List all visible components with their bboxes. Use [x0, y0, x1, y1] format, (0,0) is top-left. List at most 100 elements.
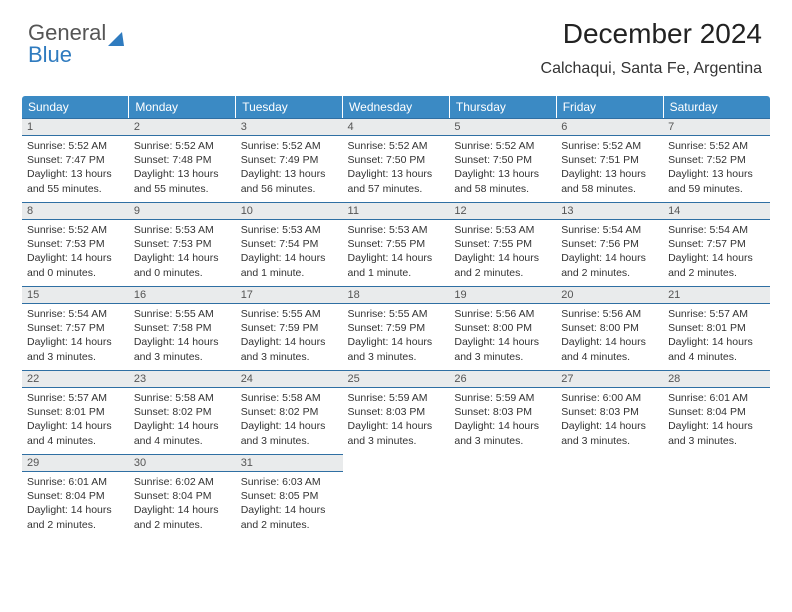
calendar-day-cell: 30Sunrise: 6:02 AMSunset: 8:04 PMDayligh…: [129, 454, 236, 538]
calendar-day-cell: 20Sunrise: 5:56 AMSunset: 8:00 PMDayligh…: [556, 286, 663, 370]
calendar-week-row: 8Sunrise: 5:52 AMSunset: 7:53 PMDaylight…: [22, 202, 770, 286]
day-details: Sunrise: 5:54 AMSunset: 7:57 PMDaylight:…: [22, 304, 129, 369]
day-details: Sunrise: 5:52 AMSunset: 7:47 PMDaylight:…: [22, 136, 129, 201]
day-details: Sunrise: 5:52 AMSunset: 7:50 PMDaylight:…: [343, 136, 450, 201]
calendar-day-cell: 4Sunrise: 5:52 AMSunset: 7:50 PMDaylight…: [343, 118, 450, 202]
day-number: 5: [449, 118, 556, 136]
calendar-body: 1Sunrise: 5:52 AMSunset: 7:47 PMDaylight…: [22, 118, 770, 538]
brand-logo: General Blue: [28, 20, 124, 68]
day-number: 15: [22, 286, 129, 304]
brand-part2: Blue: [28, 42, 72, 68]
weekday-header: Friday: [556, 96, 663, 118]
day-details: Sunrise: 5:58 AMSunset: 8:02 PMDaylight:…: [129, 388, 236, 453]
day-details: Sunrise: 6:03 AMSunset: 8:05 PMDaylight:…: [236, 472, 343, 537]
day-details: Sunrise: 5:58 AMSunset: 8:02 PMDaylight:…: [236, 388, 343, 453]
day-number: 24: [236, 370, 343, 388]
calendar-day-cell: 19Sunrise: 5:56 AMSunset: 8:00 PMDayligh…: [449, 286, 556, 370]
day-details: Sunrise: 5:52 AMSunset: 7:48 PMDaylight:…: [129, 136, 236, 201]
day-number: 18: [343, 286, 450, 304]
day-details: Sunrise: 5:56 AMSunset: 8:00 PMDaylight:…: [449, 304, 556, 369]
calendar-week-row: 29Sunrise: 6:01 AMSunset: 8:04 PMDayligh…: [22, 454, 770, 538]
calendar-day-cell: 25Sunrise: 5:59 AMSunset: 8:03 PMDayligh…: [343, 370, 450, 454]
day-number: 7: [663, 118, 770, 136]
weekday-header: Saturday: [663, 96, 770, 118]
calendar-day-cell: 7Sunrise: 5:52 AMSunset: 7:52 PMDaylight…: [663, 118, 770, 202]
day-number: 1: [22, 118, 129, 136]
day-details: Sunrise: 6:02 AMSunset: 8:04 PMDaylight:…: [129, 472, 236, 537]
day-number: 28: [663, 370, 770, 388]
day-number: 9: [129, 202, 236, 220]
day-details: Sunrise: 5:55 AMSunset: 7:59 PMDaylight:…: [343, 304, 450, 369]
day-details: Sunrise: 5:52 AMSunset: 7:52 PMDaylight:…: [663, 136, 770, 201]
calendar-day-cell: 6Sunrise: 5:52 AMSunset: 7:51 PMDaylight…: [556, 118, 663, 202]
calendar-day-cell: 18Sunrise: 5:55 AMSunset: 7:59 PMDayligh…: [343, 286, 450, 370]
day-number: 8: [22, 202, 129, 220]
day-number: 26: [449, 370, 556, 388]
day-number: 14: [663, 202, 770, 220]
weekday-header-row: SundayMondayTuesdayWednesdayThursdayFrid…: [22, 96, 770, 118]
calendar-day-cell: 21Sunrise: 5:57 AMSunset: 8:01 PMDayligh…: [663, 286, 770, 370]
calendar-day-cell: 11Sunrise: 5:53 AMSunset: 7:55 PMDayligh…: [343, 202, 450, 286]
day-details: Sunrise: 6:01 AMSunset: 8:04 PMDaylight:…: [22, 472, 129, 537]
day-number: 30: [129, 454, 236, 472]
calendar-day-cell: 16Sunrise: 5:55 AMSunset: 7:58 PMDayligh…: [129, 286, 236, 370]
calendar-day-cell: 24Sunrise: 5:58 AMSunset: 8:02 PMDayligh…: [236, 370, 343, 454]
brand-triangle-icon: [108, 32, 124, 46]
calendar-day-cell: ..: [556, 454, 663, 538]
day-number: 25: [343, 370, 450, 388]
calendar-day-cell: 26Sunrise: 5:59 AMSunset: 8:03 PMDayligh…: [449, 370, 556, 454]
weekday-header: Tuesday: [236, 96, 343, 118]
day-number: 21: [663, 286, 770, 304]
day-details: Sunrise: 5:54 AMSunset: 7:57 PMDaylight:…: [663, 220, 770, 285]
day-details: Sunrise: 5:52 AMSunset: 7:49 PMDaylight:…: [236, 136, 343, 201]
calendar-day-cell: 28Sunrise: 6:01 AMSunset: 8:04 PMDayligh…: [663, 370, 770, 454]
day-details: Sunrise: 5:52 AMSunset: 7:50 PMDaylight:…: [449, 136, 556, 201]
calendar-day-cell: 3Sunrise: 5:52 AMSunset: 7:49 PMDaylight…: [236, 118, 343, 202]
weekday-header: Sunday: [22, 96, 129, 118]
calendar-week-row: 15Sunrise: 5:54 AMSunset: 7:57 PMDayligh…: [22, 286, 770, 370]
day-number: 4: [343, 118, 450, 136]
day-details: Sunrise: 5:55 AMSunset: 7:59 PMDaylight:…: [236, 304, 343, 369]
weekday-header: Wednesday: [343, 96, 450, 118]
calendar-day-cell: 8Sunrise: 5:52 AMSunset: 7:53 PMDaylight…: [22, 202, 129, 286]
day-number: 20: [556, 286, 663, 304]
calendar-day-cell: 27Sunrise: 6:00 AMSunset: 8:03 PMDayligh…: [556, 370, 663, 454]
day-details: Sunrise: 5:52 AMSunset: 7:53 PMDaylight:…: [22, 220, 129, 285]
header-right: December 2024 Calchaqui, Santa Fe, Argen…: [541, 18, 762, 78]
day-number: 23: [129, 370, 236, 388]
day-number: 19: [449, 286, 556, 304]
day-details: Sunrise: 5:59 AMSunset: 8:03 PMDaylight:…: [449, 388, 556, 453]
day-number: 10: [236, 202, 343, 220]
calendar-day-cell: 29Sunrise: 6:01 AMSunset: 8:04 PMDayligh…: [22, 454, 129, 538]
day-number: 17: [236, 286, 343, 304]
calendar-table: SundayMondayTuesdayWednesdayThursdayFrid…: [22, 96, 770, 538]
day-number: 29: [22, 454, 129, 472]
day-number: 27: [556, 370, 663, 388]
location-text: Calchaqui, Santa Fe, Argentina: [541, 60, 762, 78]
calendar-day-cell: ..: [663, 454, 770, 538]
calendar-day-cell: ..: [449, 454, 556, 538]
calendar-day-cell: 23Sunrise: 5:58 AMSunset: 8:02 PMDayligh…: [129, 370, 236, 454]
calendar-day-cell: 12Sunrise: 5:53 AMSunset: 7:55 PMDayligh…: [449, 202, 556, 286]
day-number: 16: [129, 286, 236, 304]
calendar-day-cell: 2Sunrise: 5:52 AMSunset: 7:48 PMDaylight…: [129, 118, 236, 202]
calendar-day-cell: 5Sunrise: 5:52 AMSunset: 7:50 PMDaylight…: [449, 118, 556, 202]
day-number: 13: [556, 202, 663, 220]
calendar-week-row: 1Sunrise: 5:52 AMSunset: 7:47 PMDaylight…: [22, 118, 770, 202]
day-details: Sunrise: 5:53 AMSunset: 7:55 PMDaylight:…: [343, 220, 450, 285]
calendar-day-cell: 22Sunrise: 5:57 AMSunset: 8:01 PMDayligh…: [22, 370, 129, 454]
day-details: Sunrise: 5:55 AMSunset: 7:58 PMDaylight:…: [129, 304, 236, 369]
day-details: Sunrise: 5:52 AMSunset: 7:51 PMDaylight:…: [556, 136, 663, 201]
calendar-day-cell: 31Sunrise: 6:03 AMSunset: 8:05 PMDayligh…: [236, 454, 343, 538]
day-details: Sunrise: 5:53 AMSunset: 7:53 PMDaylight:…: [129, 220, 236, 285]
day-number: 31: [236, 454, 343, 472]
calendar-day-cell: 13Sunrise: 5:54 AMSunset: 7:56 PMDayligh…: [556, 202, 663, 286]
calendar-day-cell: 10Sunrise: 5:53 AMSunset: 7:54 PMDayligh…: [236, 202, 343, 286]
calendar-day-cell: 14Sunrise: 5:54 AMSunset: 7:57 PMDayligh…: [663, 202, 770, 286]
day-number: 2: [129, 118, 236, 136]
calendar-day-cell: 9Sunrise: 5:53 AMSunset: 7:53 PMDaylight…: [129, 202, 236, 286]
calendar-day-cell: ..: [343, 454, 450, 538]
calendar-day-cell: 1Sunrise: 5:52 AMSunset: 7:47 PMDaylight…: [22, 118, 129, 202]
day-details: Sunrise: 5:53 AMSunset: 7:54 PMDaylight:…: [236, 220, 343, 285]
day-details: Sunrise: 5:54 AMSunset: 7:56 PMDaylight:…: [556, 220, 663, 285]
